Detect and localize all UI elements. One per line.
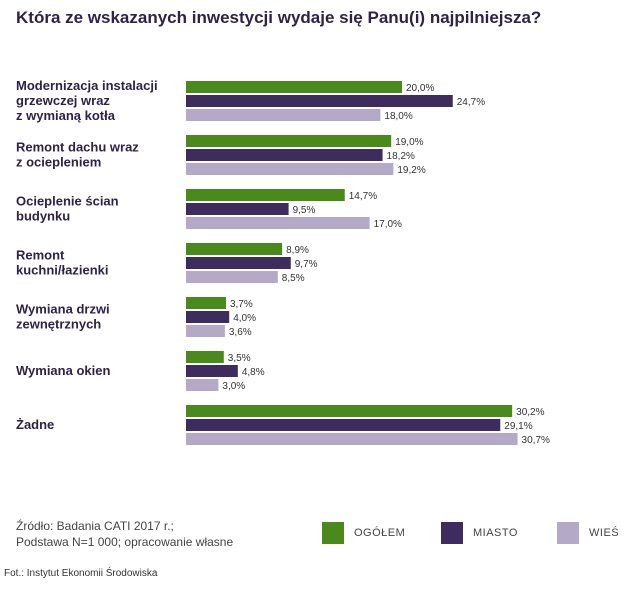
data-label: 3,0% [222,381,245,392]
bar [186,325,225,337]
data-label: 19,0% [395,137,423,148]
category-label-line: z ociepleniem [16,155,101,170]
bar [186,365,238,377]
category-label-line: budynku [16,209,70,224]
category-label: Ocieplenie ścian budynku [16,194,119,224]
bar [186,271,278,283]
category-label-line: Żadne [16,417,54,432]
category-label-line: Modernizacja instalacji [16,78,158,93]
legend-item-miasto: MIASTO [441,522,518,544]
data-label: 4,8% [242,367,265,378]
legend-swatch-wies [557,522,579,544]
legend-label-wies: WIEŚ [589,527,620,539]
bar [186,297,226,309]
data-label: 20,0% [406,83,434,94]
data-label: 18,2% [387,151,415,162]
photo-credit: Fot.: Instytut Ekonomii Środowiska [4,568,158,579]
category-label: Modernizacja instalacji grzewczej wraz z w… [16,78,158,123]
bar [186,95,453,107]
legend-label-ogolem: OGÓŁEM [354,527,406,539]
bar [186,217,370,229]
data-label: 8,5% [282,273,305,284]
data-label: 17,0% [374,219,402,230]
legend-label-miasto: MIASTO [473,527,518,539]
category-label-line: grzewczej wraz [16,93,110,108]
data-label: 3,7% [230,299,253,310]
category-label: Remont dachu wraz z ociepleniem [16,140,139,170]
category-label-line: Remont dachu wraz [16,140,139,155]
data-label: 3,6% [229,327,252,338]
legend-item-wies: WIEŚ [557,522,619,544]
bar [186,379,219,391]
bar [186,351,224,363]
bar [186,163,394,175]
chart-title: Która ze wskazanych inwestycji wydaje si… [16,8,542,27]
bar [186,243,283,255]
data-label: 19,2% [397,165,425,176]
data-label: 9,7% [295,259,318,270]
data-label: 8,9% [286,245,309,256]
data-label: 18,0% [384,111,412,122]
category-label-line: zewnętrznych [16,317,101,332]
bar [186,135,392,147]
category-label-line: Wymiana okien [16,363,110,378]
category-label-line: Wymiana drzwi [16,302,110,317]
bar [186,189,345,201]
legend-item-ogolem: OGÓŁEM [322,522,405,544]
category-label-line: Remont [16,248,65,263]
category-label: Żadne [16,417,54,432]
bar [186,311,230,323]
category-label-line: kuchni/łazienki [16,263,108,278]
data-label: 4,0% [233,313,256,324]
source-line-2: Podstawa N=1 000; opracowanie własne [16,535,234,549]
category-label: Remont kuchni/łazienki [16,248,108,278]
data-label: 30,2% [516,407,544,418]
category-label-line: z wymianą kotła [16,108,116,123]
category-label-line: Ocieplenie ścian [16,194,119,209]
source-line-1: Źródło: Badania CATI 2017 r.; [16,519,174,533]
legend-swatch-ogolem [322,522,344,544]
data-label: 9,5% [293,205,316,216]
bar-chart: Modernizacja instalacji grzewczej wraz z w… [16,78,550,446]
data-label: 30,7% [522,435,550,446]
legend-swatch-miasto [441,522,463,544]
data-label: 3,5% [228,353,251,364]
bar [186,433,518,445]
data-label: 29,1% [504,421,532,432]
source-note: Źródło: Badania CATI 2017 r.; Podstawa N… [16,518,233,550]
bar [186,257,291,269]
bar [186,203,289,215]
category-label: Wymiana okien [16,363,110,378]
bar [186,109,381,121]
category-label: Wymiana drzwi zewnętrznych [16,302,110,332]
data-label: 24,7% [457,97,485,108]
bar [186,419,501,431]
bar [186,81,402,93]
bar [186,149,383,161]
data-label: 14,7% [349,191,377,202]
bar [186,405,513,417]
